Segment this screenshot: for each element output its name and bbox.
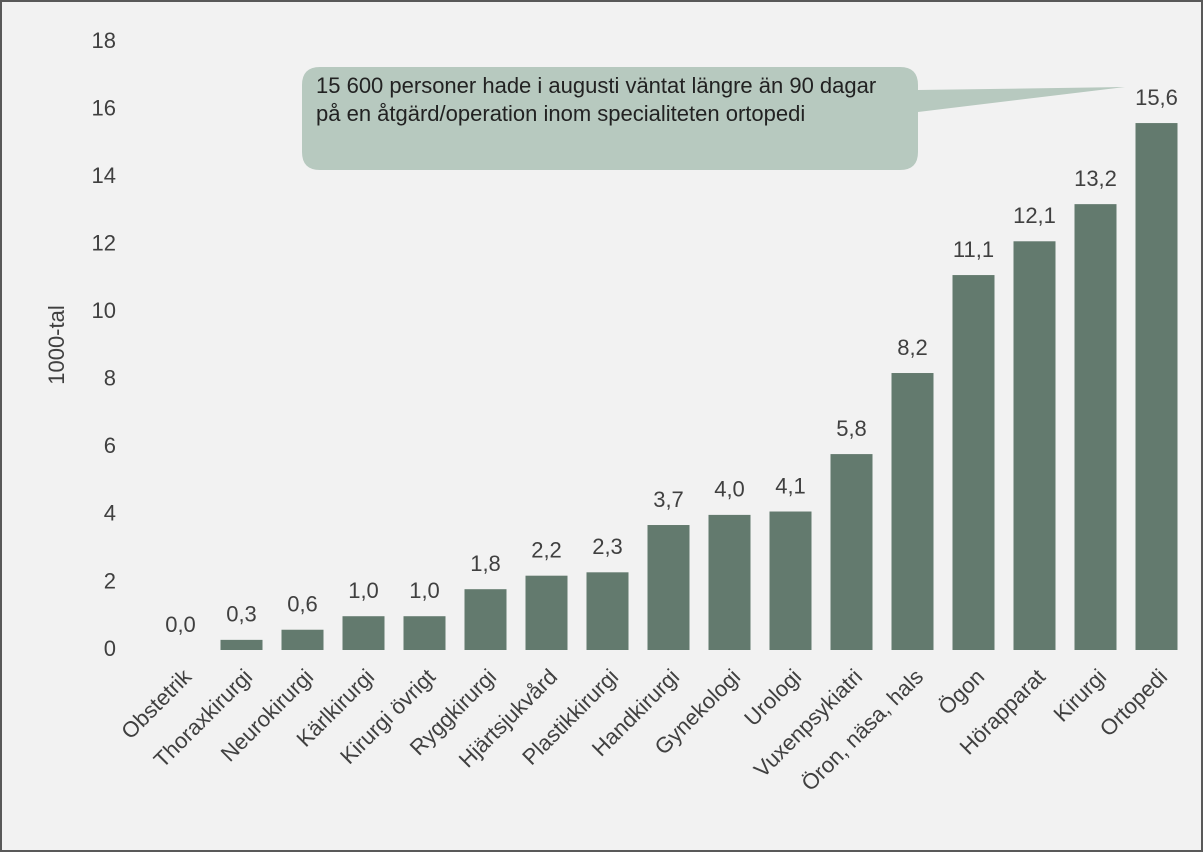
data-label: 8,2 bbox=[897, 335, 928, 360]
data-label: 12,1 bbox=[1013, 203, 1056, 228]
y-tick-label: 10 bbox=[92, 298, 116, 323]
bar bbox=[281, 629, 324, 650]
annotation: 15 600 personer hade i augusti väntat lä… bbox=[316, 73, 877, 126]
data-label: 11,1 bbox=[953, 237, 994, 262]
y-tick-label: 0 bbox=[104, 636, 116, 661]
bar bbox=[586, 572, 629, 650]
data-label: 0,3 bbox=[226, 602, 257, 627]
bar bbox=[830, 454, 873, 650]
bar bbox=[1013, 241, 1056, 651]
data-label: 0,6 bbox=[287, 592, 318, 617]
y-tick-label: 12 bbox=[92, 230, 116, 255]
bar bbox=[952, 275, 995, 650]
bar bbox=[708, 514, 751, 650]
data-label: 15,6 bbox=[1135, 85, 1178, 110]
y-tick-label: 18 bbox=[92, 28, 116, 53]
data-label: 4,0 bbox=[714, 477, 745, 502]
bar bbox=[891, 373, 934, 650]
y-tick-label: 4 bbox=[104, 501, 116, 526]
y-tick-label: 16 bbox=[92, 95, 116, 120]
y-axis-label: 1000-tal bbox=[44, 305, 69, 385]
y-tick-label: 6 bbox=[104, 433, 116, 458]
bar bbox=[1074, 204, 1117, 650]
data-label: 1,0 bbox=[348, 578, 379, 603]
y-tick-label: 2 bbox=[104, 568, 116, 593]
callout bbox=[302, 67, 1125, 170]
data-label: 2,2 bbox=[531, 538, 562, 563]
data-label: 3,7 bbox=[653, 487, 684, 512]
bar bbox=[464, 589, 507, 650]
data-label: 1,8 bbox=[470, 551, 501, 576]
data-label: 5,8 bbox=[836, 416, 867, 441]
bar bbox=[525, 575, 568, 650]
data-label: 13,2 bbox=[1074, 166, 1117, 191]
bar bbox=[220, 639, 263, 650]
bar bbox=[1135, 123, 1178, 651]
bar bbox=[403, 616, 446, 650]
data-label: 0,0 bbox=[165, 612, 196, 637]
data-label: 1,0 bbox=[409, 578, 440, 603]
y-tick-label: 14 bbox=[92, 163, 116, 188]
y-tick-label: 8 bbox=[104, 366, 116, 391]
bar bbox=[769, 511, 812, 650]
data-label: 2,3 bbox=[592, 534, 623, 559]
bar bbox=[342, 616, 385, 650]
bar bbox=[647, 525, 690, 650]
data-label: 4,1 bbox=[775, 473, 806, 498]
